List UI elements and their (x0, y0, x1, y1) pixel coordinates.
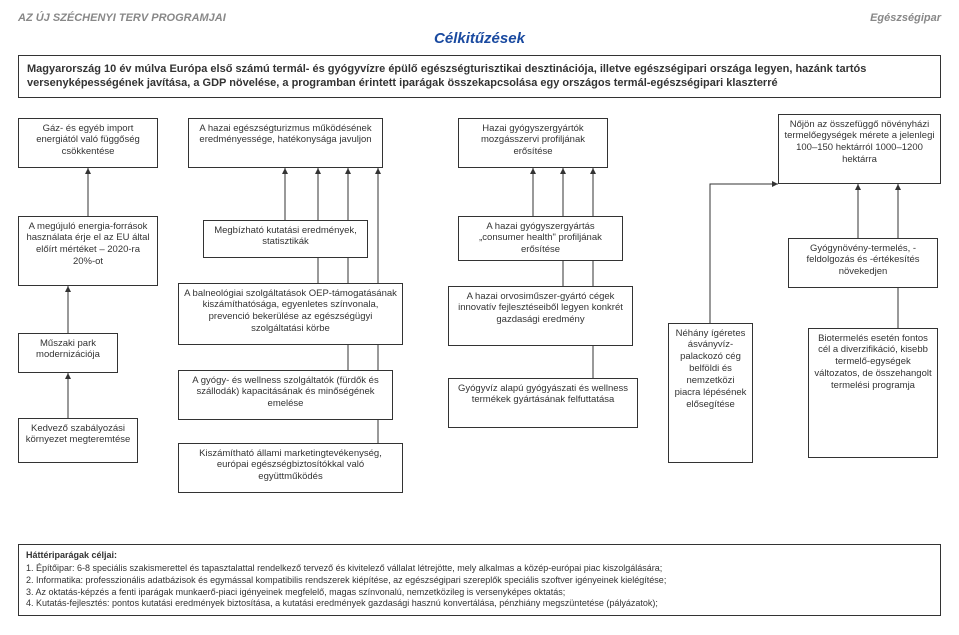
diagram-canvas: Gáz- és egyéb import energiától való füg… (18, 108, 941, 538)
footer-title: Háttériparágak céljai: (26, 550, 933, 562)
footer-item-3: 3. Az oktatás-képzés a fenti iparágak mu… (26, 587, 933, 599)
node-b17: Biotermelés esetén fontos cél a diverzif… (808, 328, 938, 458)
node-b15: Nőjön az összefüggő növényházi termelőeg… (778, 114, 941, 184)
node-b13: Gyógyvíz alapú gyógyászati és wellness t… (448, 378, 638, 428)
node-b5: A hazai egészségturizmus működésének ere… (188, 118, 383, 168)
node-b10: Hazai gyógyszergyártók mozgásszervi prof… (458, 118, 608, 168)
footer-item-1: 1. Építőipar: 6-8 speciális szakismerett… (26, 563, 933, 575)
footer-item-2: 2. Informatika: professzionális adatbázi… (26, 575, 933, 587)
node-b11: A hazai gyógyszergyártás „consumer healt… (458, 216, 623, 261)
node-b16: Gyógynövény-termelés, -feldolgozás és -é… (788, 238, 938, 288)
node-b7: A balneológiai szolgáltatások OEP-támoga… (178, 283, 403, 345)
node-b9: Kiszámítható állami marketingtevékenység… (178, 443, 403, 493)
node-b1: Gáz- és egyéb import energiától való füg… (18, 118, 158, 168)
header-left: AZ ÚJ SZÉCHENYI TERV PROGRAMJAI (18, 12, 226, 24)
page-title: Célkitűzések (18, 30, 941, 47)
arrow-b14-b15 (710, 184, 778, 323)
intro-box: Magyarország 10 év múlva Európa első szá… (18, 55, 941, 98)
node-b12: A hazai orvosiműszer-gyártó cégek innova… (448, 286, 633, 346)
node-b3: Műszaki park modernizációja (18, 333, 118, 373)
node-b4: Kedvező szabályozási környezet megteremt… (18, 418, 138, 463)
node-b2: A megújuló energia-források használata é… (18, 216, 158, 286)
node-b8: A gyógy- és wellness szolgáltatók (fürdő… (178, 370, 393, 420)
node-b14: Néhány ígéretes ásványvíz-palackozó cég … (668, 323, 753, 463)
header-right: Egészségipar (870, 12, 941, 24)
node-b6: Megbízható kutatási eredmények, statiszt… (203, 220, 368, 258)
footer-item-4: 4. Kutatás-fejlesztés: pontos kutatási e… (26, 598, 933, 610)
footer-box: Háttériparágak céljai: 1. Építőipar: 6-8… (18, 544, 941, 616)
